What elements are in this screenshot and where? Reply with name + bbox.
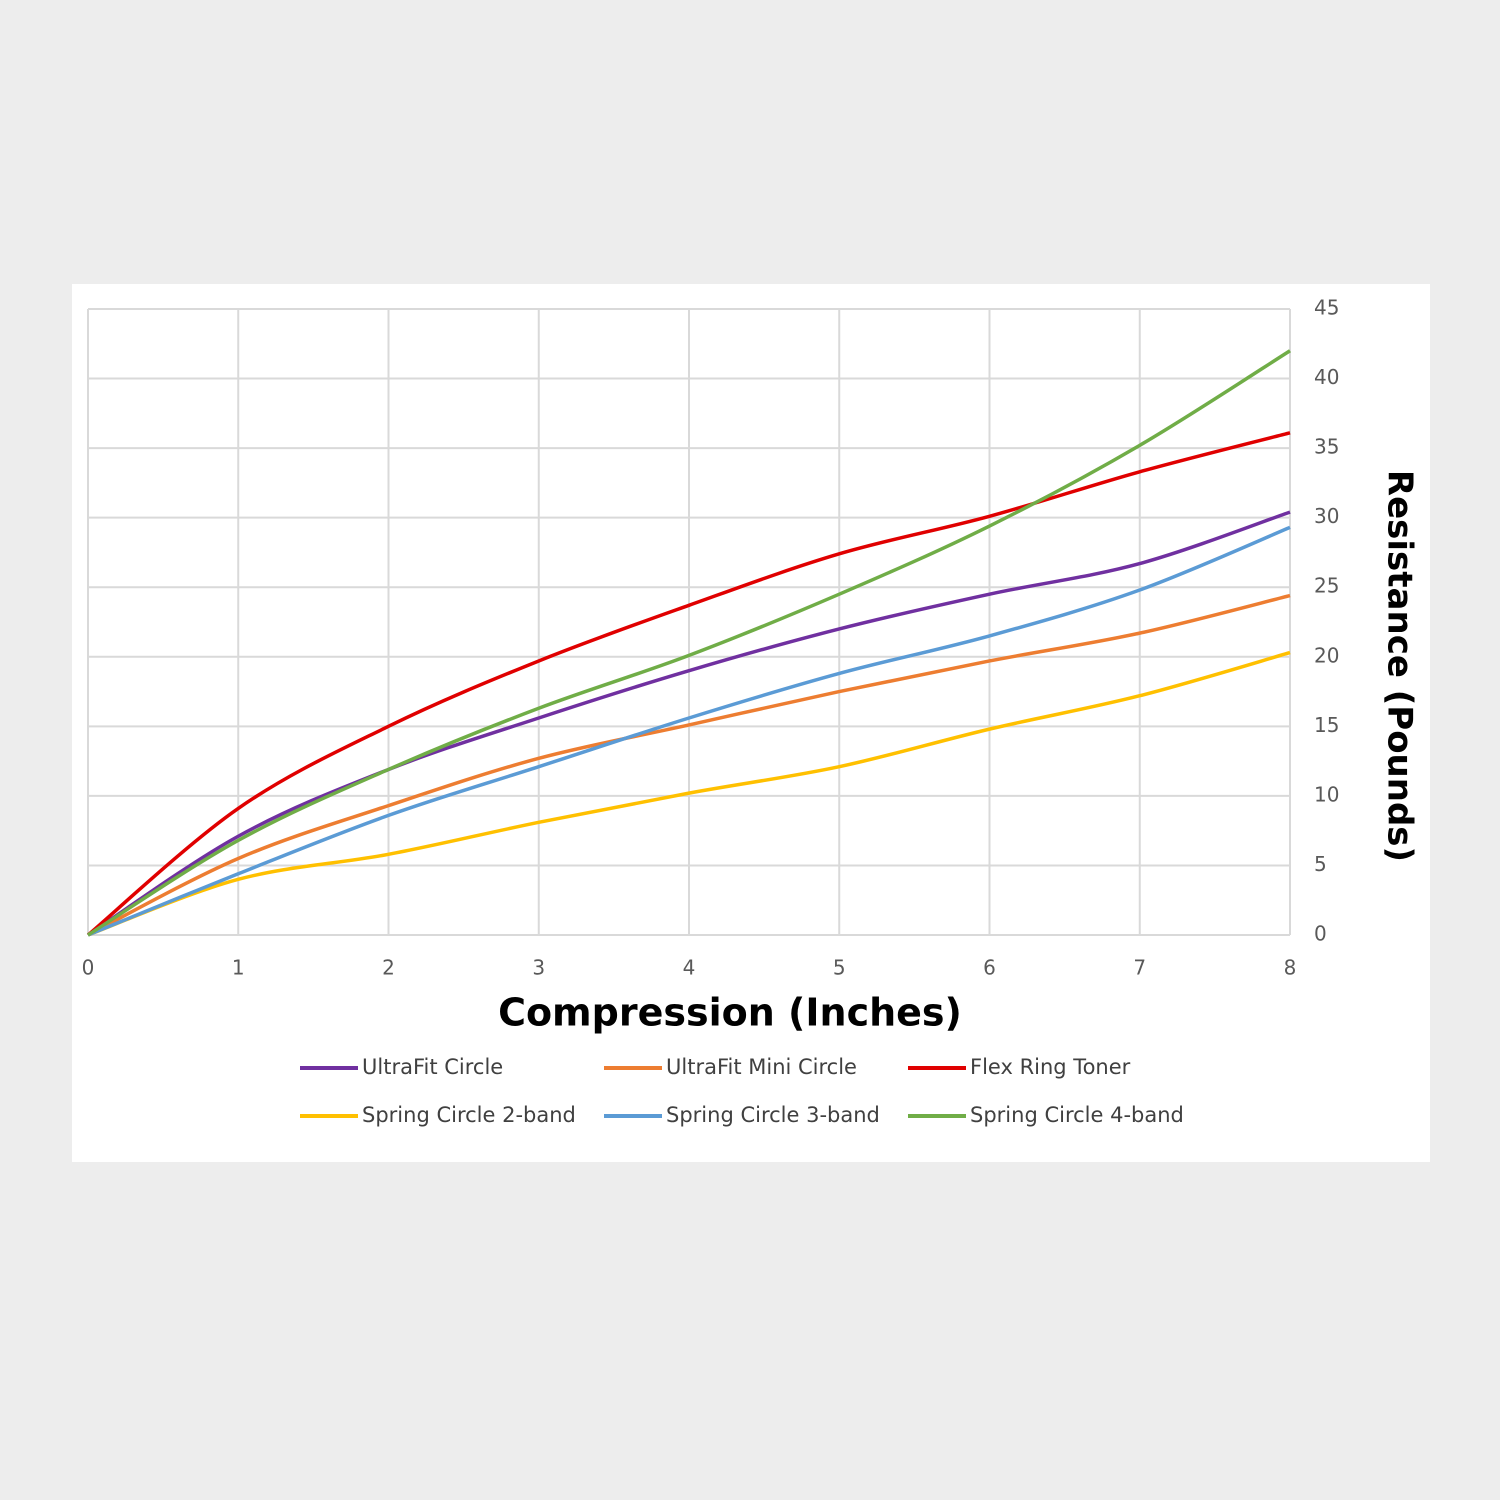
series-line	[87, 525, 1291, 937]
y-axis-title: Resistance (Pounds)	[1380, 470, 1420, 862]
y-tick-label: 25	[1314, 574, 1339, 598]
x-tick-label: 2	[382, 956, 395, 980]
x-tick-label: 8	[1284, 956, 1297, 980]
x-tick-label: 6	[983, 956, 996, 980]
y-tick-label: 15	[1314, 713, 1339, 737]
y-tick-label: 0	[1314, 922, 1327, 946]
x-tick-label: 3	[532, 956, 545, 980]
y-tick-label: 40	[1314, 365, 1339, 389]
y-tick-label: 45	[1314, 296, 1339, 320]
legend-label: Flex Ring Toner	[970, 1055, 1131, 1079]
legend-label: Spring Circle 3-band	[666, 1103, 880, 1127]
x-axis-title: Compression (Inches)	[498, 991, 962, 1035]
y-tick-label: 5	[1314, 852, 1327, 876]
x-tick-label: 7	[1133, 956, 1146, 980]
x-tick-label: 0	[82, 956, 95, 980]
y-tick-label: 30	[1314, 504, 1339, 528]
y-tick-label: 35	[1314, 435, 1339, 459]
series-line	[87, 349, 1291, 937]
legend-label: UltraFit Circle	[362, 1055, 503, 1079]
y-tick-label: 20	[1314, 643, 1339, 667]
series-line	[86, 431, 1291, 937]
legend-label: Spring Circle 4-band	[970, 1103, 1184, 1127]
legend-label: UltraFit Mini Circle	[666, 1055, 857, 1079]
x-tick-label: 1	[232, 956, 245, 980]
series-line	[87, 510, 1291, 937]
legend-label: Spring Circle 2-band	[362, 1103, 576, 1127]
chart-panel	[72, 284, 1430, 1162]
y-tick-label: 10	[1314, 782, 1339, 806]
x-tick-label: 5	[833, 956, 846, 980]
series-line	[87, 593, 1291, 937]
series-line	[87, 650, 1291, 937]
x-tick-label: 4	[683, 956, 696, 980]
